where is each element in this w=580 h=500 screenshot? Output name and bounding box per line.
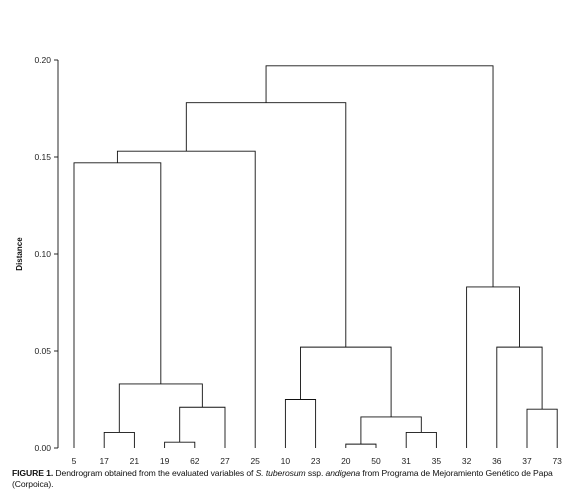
caption-ssp: ssp. — [307, 468, 324, 478]
figure-caption: FIGURE 1. Dendrogram obtained from the e… — [12, 468, 572, 490]
dendrogram-chart: 0.00 0.05 0.10 0.15 0.20 5 17 21 19 62 27 25 10 23 20… — [15, 55, 563, 466]
leaf-label: 17 — [99, 456, 109, 466]
dendrogram-link — [496, 346, 543, 448]
leaf-label: 37 — [522, 456, 532, 466]
dendrogram-link — [405, 432, 437, 448]
y-tick-label: 0.00 — [34, 443, 51, 453]
dendrogram-link — [526, 408, 558, 448]
leaf-label: 5 — [72, 456, 77, 466]
caption-text-after: from Programa de Mejoramiento Genético d… — [12, 468, 553, 489]
y-axis-title: Distance — [15, 237, 24, 271]
dendrogram-links — [73, 65, 558, 448]
dendrogram-link — [103, 432, 135, 448]
leaf-label: 19 — [160, 456, 170, 466]
dendrogram-link — [116, 150, 256, 448]
y-tick-label: 0.05 — [34, 346, 51, 356]
leaf-label: 50 — [371, 456, 381, 466]
dendrogram-link — [164, 441, 196, 448]
caption-subspecies: andigena — [325, 468, 361, 478]
leaf-label: 73 — [552, 456, 562, 466]
dendrogram-link — [185, 102, 347, 348]
leaf-labels: 5 17 21 19 62 27 25 10 23 20 50 31 35 32 36 37 73 — [72, 456, 563, 466]
leaf-label: 32 — [462, 456, 472, 466]
y-tick-label: 0.20 — [34, 55, 51, 65]
leaf-label: 10 — [281, 456, 291, 466]
dendrogram-link — [73, 162, 162, 448]
y-axis: 0.00 0.05 0.10 0.15 0.20 — [34, 55, 59, 453]
leaf-label: 31 — [401, 456, 411, 466]
dendrogram-link — [466, 286, 520, 448]
dendrogram-link — [265, 65, 494, 287]
leaf-label: 20 — [341, 456, 351, 466]
dendrogram-link — [345, 443, 377, 448]
caption-text-before: Dendrogram obtained from the evaluated v… — [55, 468, 254, 478]
dendrogram-link — [118, 383, 203, 433]
leaf-label: 36 — [492, 456, 502, 466]
leaf-label: 25 — [250, 456, 260, 466]
leaf-label: 21 — [130, 456, 140, 466]
y-tick-label: 0.15 — [34, 152, 51, 162]
dendrogram-link — [360, 416, 422, 445]
y-tick-label: 0.10 — [34, 249, 51, 259]
leaf-label: 23 — [311, 456, 321, 466]
dendrogram-link — [284, 399, 317, 448]
figure-label: FIGURE 1. — [12, 468, 54, 478]
leaf-label: 35 — [432, 456, 442, 466]
caption-species: S. tuberosum — [255, 468, 306, 478]
leaf-label: 27 — [220, 456, 230, 466]
leaf-label: 62 — [190, 456, 200, 466]
dendrogram-link — [300, 346, 392, 417]
